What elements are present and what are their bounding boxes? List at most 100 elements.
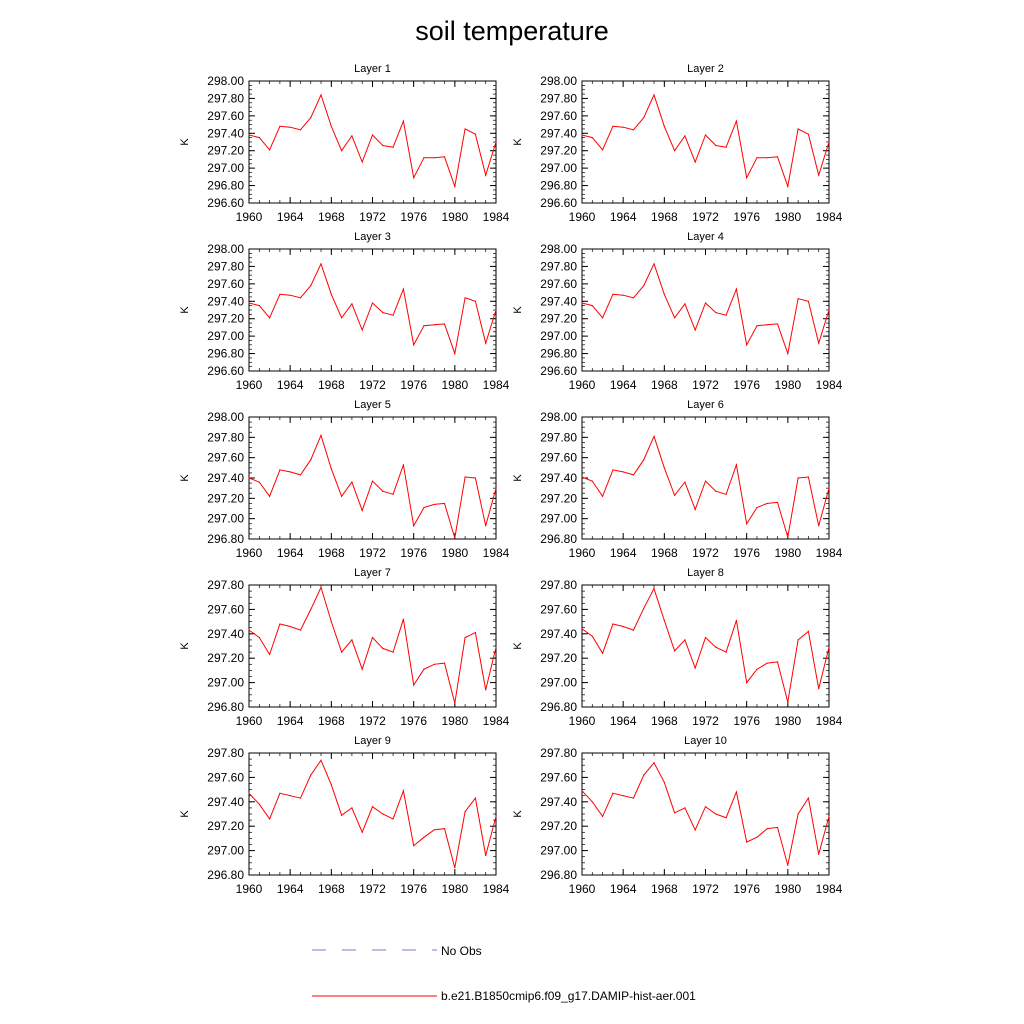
data-point (310, 459, 312, 461)
x-tick-label: 1964 (277, 714, 304, 728)
x-tick-label: 1968 (651, 882, 678, 896)
x-tick-label: 1972 (692, 714, 719, 728)
data-point (371, 302, 374, 304)
y-tick-label: 296.80 (540, 532, 577, 546)
data-point (413, 845, 415, 847)
data-point (310, 117, 312, 119)
data-point (643, 774, 645, 776)
x-tick-label: 1968 (651, 378, 678, 392)
data-point (423, 506, 425, 509)
data-point (725, 146, 727, 148)
y-tick-label: 296.80 (207, 868, 244, 882)
x-tick-label: 1976 (733, 210, 760, 224)
data-point (341, 651, 343, 653)
y-tick-label: 297.80 (540, 259, 577, 273)
y-tick-label: 297.20 (207, 491, 244, 505)
x-tick-label: 1980 (774, 546, 801, 560)
y-tick-label: 297.60 (540, 109, 577, 123)
y-axis-label: K (179, 474, 191, 482)
y-tick-label: 296.80 (540, 179, 577, 193)
data-point (612, 125, 614, 127)
panel-title: Layer 1 (354, 63, 391, 75)
data-point (464, 297, 466, 299)
data-point (612, 792, 614, 794)
y-tick-label: 297.20 (540, 312, 577, 326)
plot-frame (248, 416, 497, 540)
y-tick-label: 296.80 (207, 179, 244, 193)
y-axis-label: K (512, 474, 524, 482)
data-point (464, 128, 466, 130)
x-tick-label: 1964 (610, 378, 637, 392)
data-point (622, 471, 624, 473)
data-point (601, 652, 604, 654)
x-tick-label: 1972 (692, 210, 719, 224)
data-point (632, 629, 635, 631)
y-tick-label: 297.60 (207, 109, 244, 123)
y-tick-label: 297.60 (540, 770, 577, 784)
data-point (797, 298, 799, 300)
data-point (258, 137, 260, 139)
data-point (756, 668, 758, 670)
data-point (828, 646, 830, 648)
y-tick-label: 297.60 (540, 602, 577, 616)
data-point (361, 329, 363, 331)
data-point (433, 157, 435, 159)
data-point (684, 807, 686, 809)
x-tick-label: 1984 (816, 714, 843, 728)
data-point (454, 185, 456, 188)
data-point (258, 305, 260, 307)
data-point (622, 294, 624, 296)
data-point (787, 536, 789, 538)
panel-title: Layer 6 (687, 399, 724, 411)
x-tick-label: 1984 (816, 378, 843, 392)
x-tick-label: 1964 (610, 882, 637, 896)
panel-layer-5: Layer 5 K 1960 1964 1968 1972 1976 1980 1984 296.… (179, 399, 510, 560)
x-tick-label: 1984 (483, 378, 510, 392)
y-axis-label: K (512, 306, 524, 314)
panel-layer-3: Layer 3 K 1960 1964 1968 1972 1976 1980 1984 296.… (179, 231, 510, 392)
y-tick-label: 296.80 (540, 347, 577, 361)
data-point (756, 157, 758, 159)
data-point (289, 294, 291, 296)
y-tick-label: 297.40 (207, 795, 244, 809)
data-point (776, 826, 779, 829)
y-tick-label: 296.60 (207, 364, 244, 378)
x-tick-label: 1972 (359, 378, 386, 392)
x-tick-label: 1960 (569, 546, 596, 560)
data-point (601, 495, 604, 497)
data-point (632, 797, 635, 799)
data-point (818, 525, 820, 527)
plot-frame (581, 752, 830, 876)
x-tick-label: 1984 (483, 546, 510, 560)
data-point (361, 509, 363, 512)
x-tick-label: 1976 (400, 714, 427, 728)
data-point (320, 263, 322, 265)
y-tick-label: 296.60 (540, 364, 577, 378)
y-tick-label: 297.80 (207, 578, 244, 592)
x-tick-label: 1964 (277, 546, 304, 560)
series-line (248, 93, 497, 189)
data-point (464, 476, 466, 478)
plot-frame (248, 80, 497, 204)
data-point (258, 803, 260, 805)
x-tick-label: 1980 (774, 210, 801, 224)
y-tick-label: 298.00 (207, 74, 244, 88)
data-point (495, 141, 497, 143)
x-tick-label: 1984 (483, 210, 510, 224)
data-point (704, 806, 707, 808)
data-point (715, 312, 717, 314)
data-point (330, 468, 332, 470)
data-point (674, 650, 676, 652)
x-tick-label: 1964 (610, 714, 637, 728)
data-point (674, 812, 676, 814)
y-axis-label: K (512, 810, 524, 818)
y-tick-label: 297.60 (207, 602, 244, 616)
data-point (371, 480, 374, 482)
data-point (485, 854, 487, 857)
data-point (704, 134, 707, 136)
x-tick-label: 1980 (774, 378, 801, 392)
x-tick-label: 1980 (441, 378, 468, 392)
data-point (248, 134, 250, 136)
data-point (361, 831, 363, 833)
data-point (320, 759, 322, 761)
